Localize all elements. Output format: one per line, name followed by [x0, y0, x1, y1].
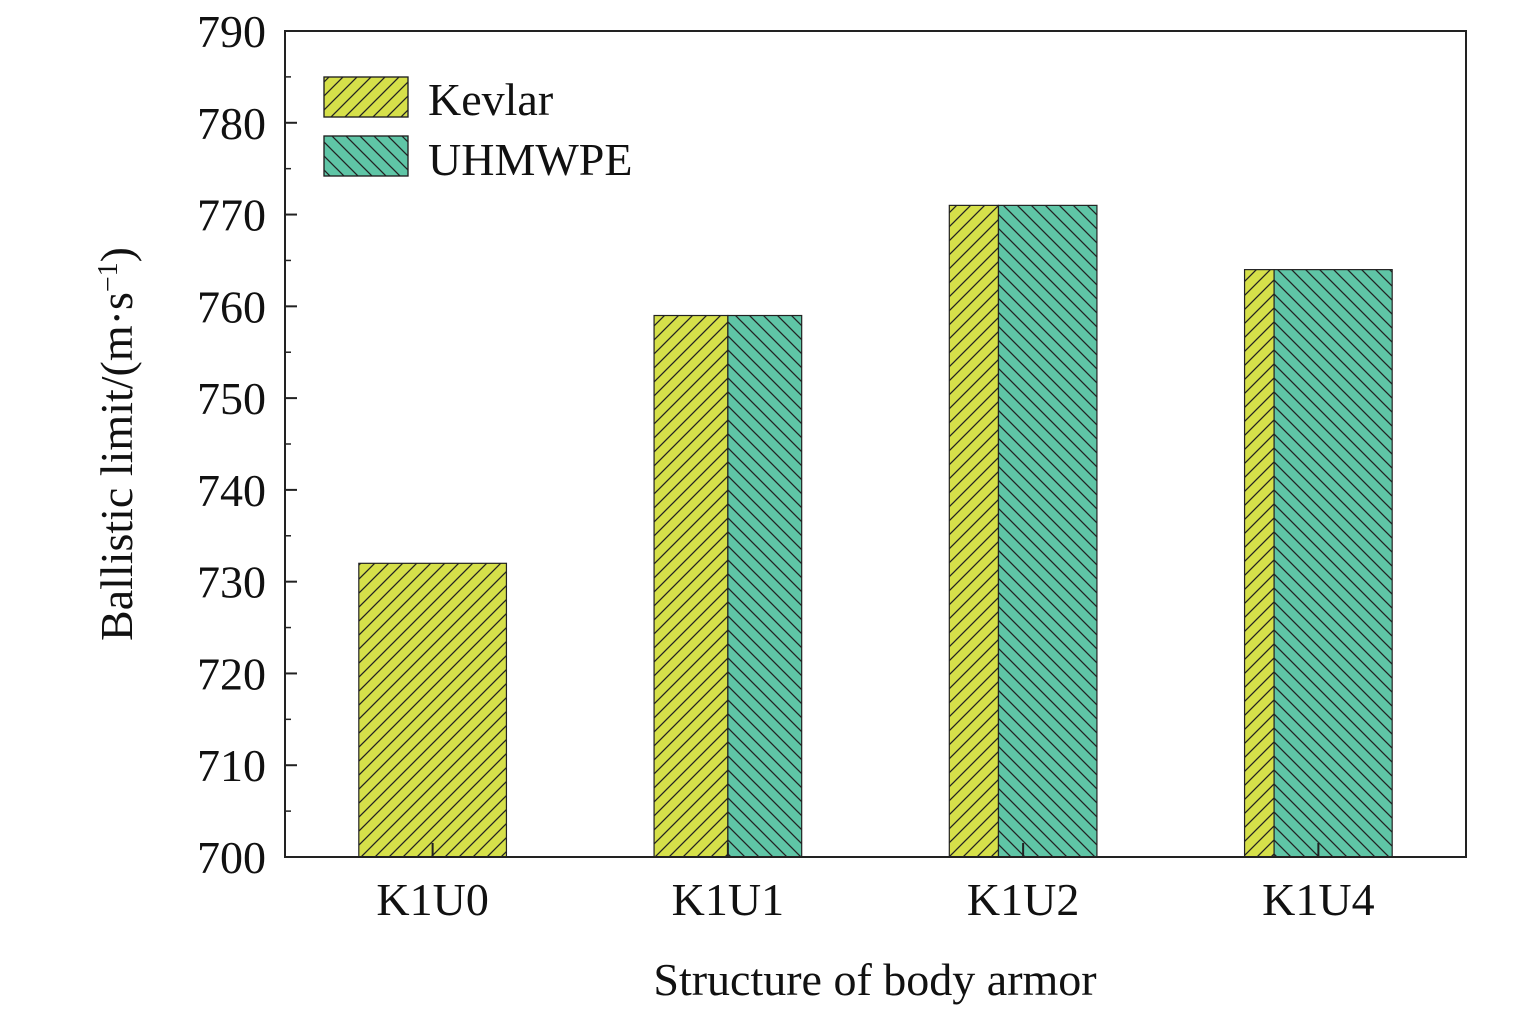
x-tick-label-k1u0: K1U0 — [376, 874, 488, 925]
legend-label-uhmwpe: UHMWPE — [428, 134, 632, 185]
x-tick-label-k1u1: K1U1 — [672, 874, 784, 925]
bar-k1u0-kevlar-hatch — [358, 562, 508, 858]
y-axis-title: Ballistic limit/(m·s−1) — [91, 247, 142, 641]
bars-layer — [358, 204, 1393, 858]
legend-label-kevlar: Kevlar — [428, 74, 553, 125]
bar-k1u2-kevlar-hatch — [948, 204, 1000, 858]
y-tick-label-750: 750 — [197, 373, 266, 424]
legend: Kevlar UHMWPE — [323, 74, 632, 185]
y-tick-label-700: 700 — [197, 832, 266, 883]
y-tick-label-780: 780 — [197, 98, 266, 149]
y-tick-label-720: 720 — [197, 648, 266, 699]
bar-k1u4-uhmwpe-hatch — [1273, 269, 1393, 858]
y-tick-label-710: 710 — [197, 740, 266, 791]
y-tick-label-730: 730 — [197, 557, 266, 608]
x-tick-label-k1u2: K1U2 — [967, 874, 1079, 925]
legend-swatch-hatch-uhmwpe — [323, 135, 409, 177]
bar-k1u1-uhmwpe-hatch — [727, 314, 803, 858]
bar-k1u2-uhmwpe-hatch — [997, 204, 1098, 858]
legend-swatch-hatch-kevlar — [323, 76, 409, 118]
x-axis-title: Structure of body armor — [653, 954, 1096, 1005]
bar-k1u1-kevlar-hatch — [653, 314, 729, 858]
y-tick-label-760: 760 — [197, 281, 266, 332]
x-axis: K1U0 K1U1 K1U2 K1U4 — [376, 843, 1375, 925]
y-tick-label-790: 790 — [197, 6, 266, 57]
y-tick-label-770: 770 — [197, 190, 266, 241]
y-axis: 700 710 720 730 740 750 760 770 780 790 — [197, 6, 297, 883]
x-tick-label-k1u4: K1U4 — [1262, 874, 1374, 925]
y-tick-label-740: 740 — [197, 465, 266, 516]
bar-k1u4-kevlar-hatch — [1243, 269, 1275, 858]
